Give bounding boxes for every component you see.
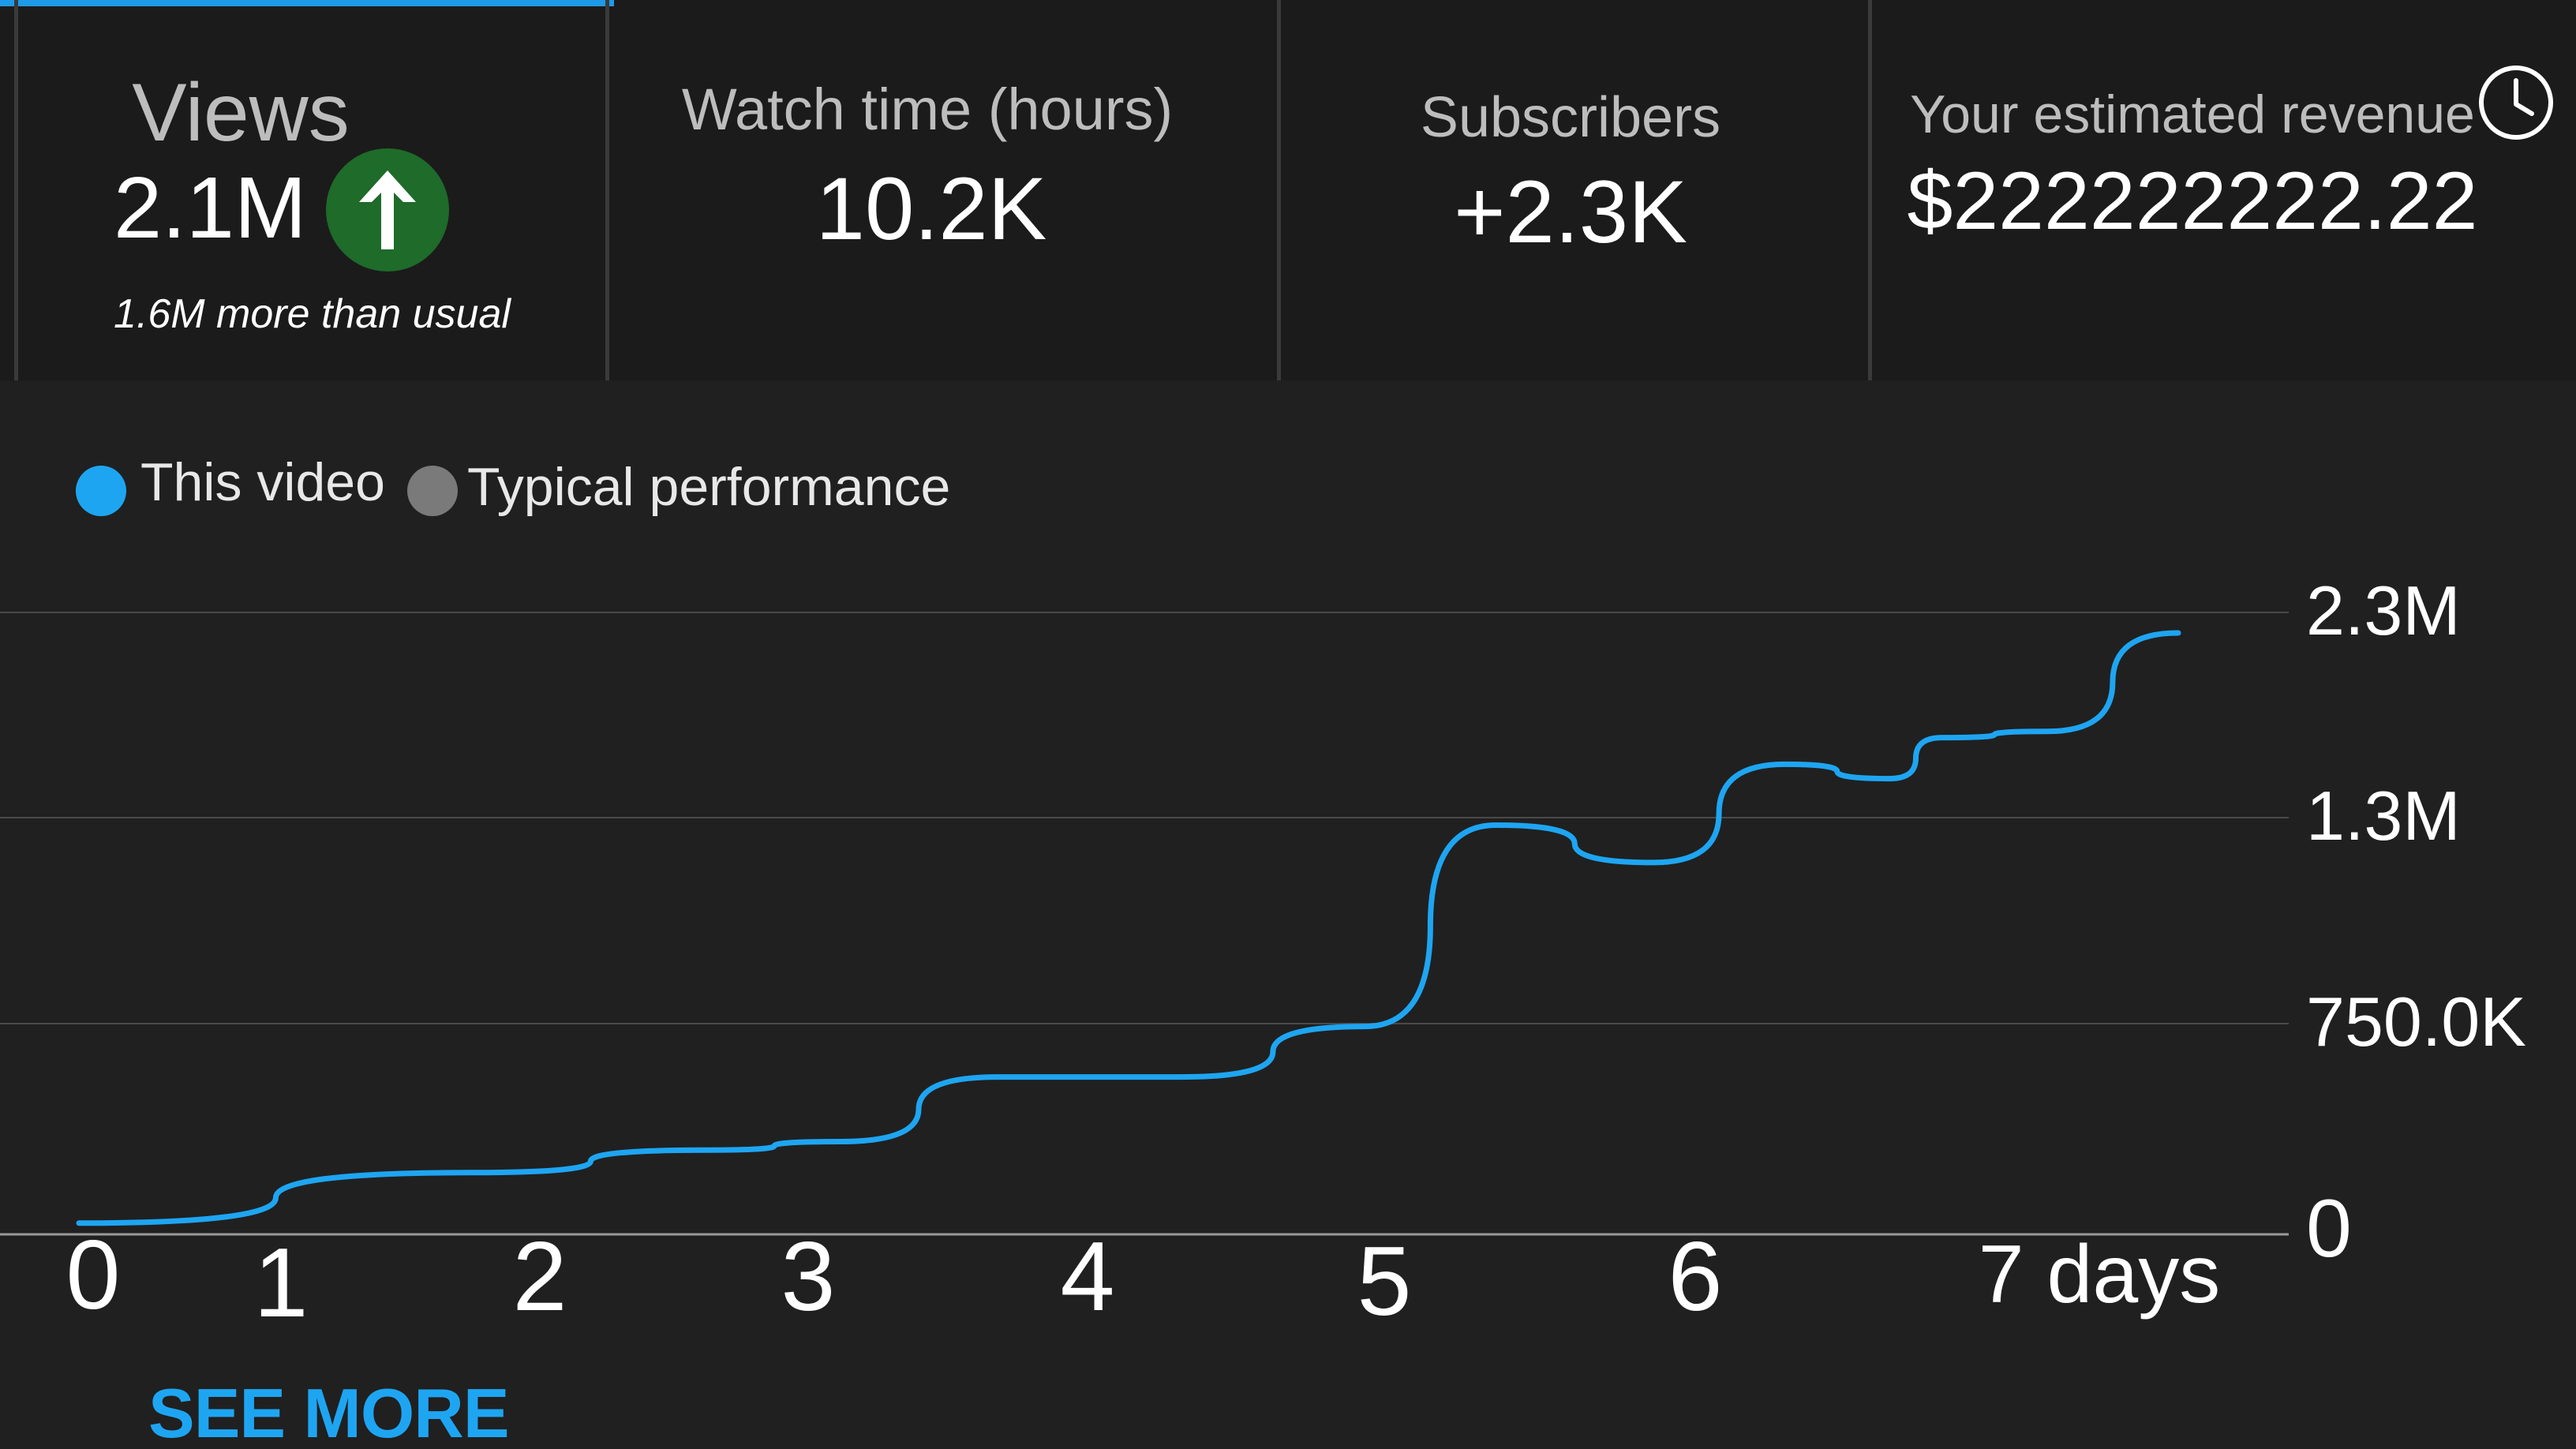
watch-time-value: 10.2K <box>815 159 1047 258</box>
see-more-button[interactable]: SEE MORE <box>148 1374 510 1449</box>
x-tick-label: 6 <box>1668 1222 1723 1331</box>
chart-gridlines <box>0 612 2289 1236</box>
y-tick-label: 0 <box>2306 1183 2352 1275</box>
revenue-card[interactable]: Your estimated revenue $222222222.22 <box>1872 0 2576 380</box>
watch-time-label: Watch time (hours) <box>681 77 1174 142</box>
y-axis-tick-labels: 0 750.0K 1.3M 2.3M <box>2306 571 2526 1275</box>
metric-cards: Views 2.1M 1.6M more than usual Watch ti… <box>0 0 2576 380</box>
legend-label-this-video: This video <box>140 452 385 512</box>
card-divider <box>1277 0 1281 380</box>
series-line-this-video <box>76 630 2181 1226</box>
views-value: 2.1M <box>114 159 307 256</box>
watch-time-card[interactable]: Watch time (hours) 10.2K <box>609 0 1277 380</box>
subscribers-card[interactable]: Subscribers +2.3K <box>1281 0 1868 380</box>
legend-label-typical-performance: Typical performance <box>467 457 951 517</box>
y-tick-label: 750.0K <box>2306 983 2526 1061</box>
chart-series <box>76 630 2181 1226</box>
subscribers-value: +2.3K <box>1454 163 1687 261</box>
selected-tab-indicator <box>0 0 614 6</box>
x-tick-label: 3 <box>781 1222 836 1331</box>
revenue-label: Your estimated revenue <box>1910 84 2475 144</box>
y-tick-label: 2.3M <box>2306 571 2461 650</box>
clock-icon[interactable] <box>2477 63 2555 142</box>
x-axis-tick-labels: 0 1 2 3 4 5 6 7 days <box>66 1221 2221 1338</box>
revenue-value: $222222222.22 <box>1907 155 2478 247</box>
x-tick-label: 7 days <box>1979 1229 2220 1320</box>
legend-dot-this-video <box>76 466 126 516</box>
x-tick-label: 1 <box>254 1229 309 1338</box>
arrow-up-icon <box>326 148 449 271</box>
y-tick-label: 1.3M <box>2306 777 2461 855</box>
x-tick-label: 2 <box>513 1222 567 1331</box>
x-tick-label: 4 <box>1061 1222 1115 1331</box>
card-divider <box>605 0 609 380</box>
views-comparison-note: 1.6M more than usual <box>114 291 511 337</box>
views-label: Views <box>132 67 350 159</box>
card-divider <box>14 0 18 380</box>
views-line-chart[interactable]: 0 750.0K 1.3M 2.3M 0 1 2 3 4 5 6 7 days <box>0 552 2576 1373</box>
subscribers-label: Subscribers <box>1420 86 1721 149</box>
x-tick-label: 0 <box>66 1221 121 1330</box>
x-tick-label: 5 <box>1357 1227 1412 1336</box>
card-divider <box>1868 0 1872 380</box>
views-card[interactable]: Views 2.1M 1.6M more than usual <box>18 0 605 380</box>
legend-dot-typical-performance <box>407 466 458 516</box>
